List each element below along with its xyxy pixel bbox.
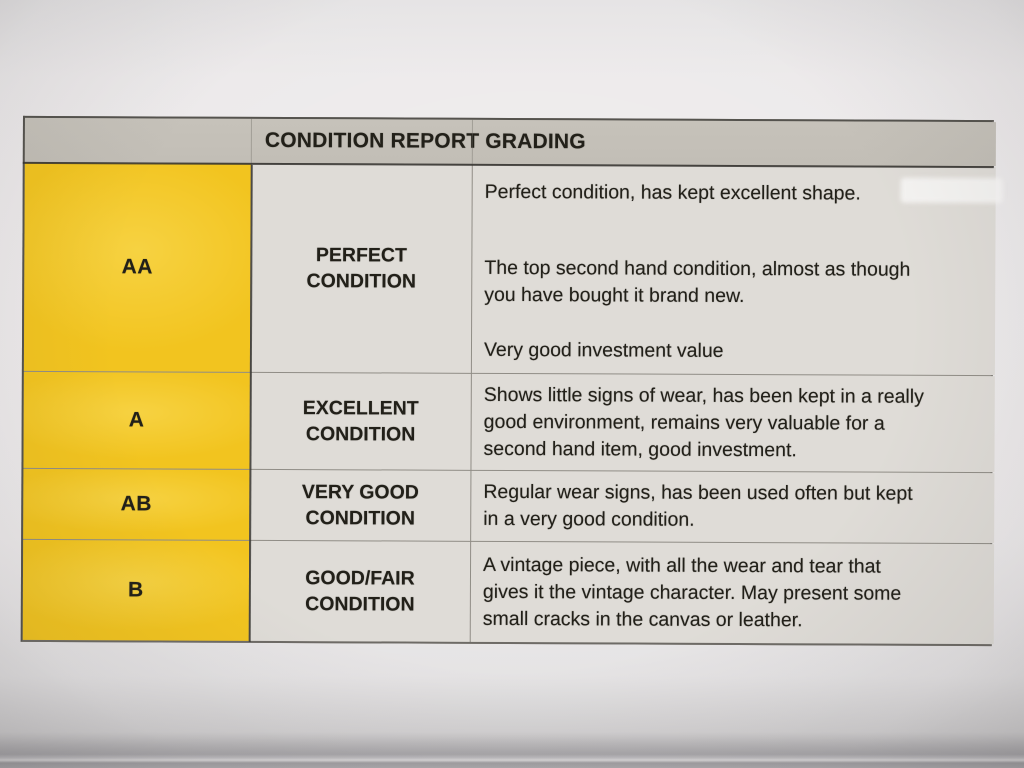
grade-cell-b: B: [22, 539, 250, 641]
description-line: The top second hand condition, almost as…: [484, 256, 911, 281]
condition-name-line: GOOD/FAIR: [305, 567, 415, 590]
paper-bottom-edge: [0, 732, 1024, 768]
grade-cell-ab: AB: [23, 468, 250, 540]
condition-name-cell-aa: PERFECT CONDITION: [250, 163, 472, 373]
description-line: Shows little signs of wear, has been kep…: [483, 383, 924, 408]
header-column-divider: [471, 119, 473, 164]
whiteout-patch: [900, 177, 1003, 204]
description-line: second hand item, good investment.: [483, 437, 797, 461]
condition-name-line: PERFECT: [315, 244, 407, 267]
description-line: good environment, remains very valuable …: [483, 410, 885, 435]
description-line: you have bought it brand new.: [484, 283, 745, 308]
description-line: gives it the vintage character. May pres…: [482, 580, 902, 605]
condition-name-line: CONDITION: [306, 270, 417, 293]
grade-label: A: [128, 408, 145, 432]
condition-name-line: CONDITION: [305, 593, 415, 616]
description-cell-ab: Regular wear signs, has been used often …: [471, 470, 995, 544]
description-line: small cracks in the canvas or leather.: [482, 607, 803, 631]
grade-cell-aa: AA: [23, 162, 251, 372]
grade-label: B: [128, 578, 144, 602]
condition-name-cell-b: GOOD/FAIR CONDITION: [249, 540, 471, 642]
table-header-row: CONDITION REPORT GRADING: [24, 117, 996, 167]
grade-cell-a: A: [23, 371, 250, 469]
description-cell-b: A vintage piece, with all the wear and t…: [470, 541, 995, 645]
condition-name-line: EXCELLENT: [302, 397, 419, 420]
grade-label: AA: [121, 255, 154, 279]
table-grid: CONDITION REPORT GRADING AA PERFECT COND…: [20, 115, 996, 647]
condition-name-line: VERY GOOD: [301, 481, 419, 504]
table-title: CONDITION REPORT GRADING: [264, 128, 586, 154]
grade-label: AB: [120, 492, 153, 516]
condition-grading-table: CONDITION REPORT GRADING AA PERFECT COND…: [20, 115, 1003, 647]
description-line: in a very good condition.: [483, 507, 695, 531]
description-cell-a: Shows little signs of wear, has been kep…: [471, 373, 995, 473]
condition-name-cell-ab: VERY GOOD CONDITION: [250, 469, 471, 541]
description-line: Very good investment value: [483, 338, 724, 362]
description-line: Regular wear signs, has been used often …: [483, 480, 913, 505]
header-column-divider: [250, 118, 252, 163]
description-line: A vintage piece, with all the wear and t…: [482, 553, 881, 578]
condition-name-line: CONDITION: [305, 423, 416, 446]
condition-name-line: CONDITION: [305, 507, 415, 530]
condition-name-cell-a: EXCELLENT CONDITION: [250, 372, 471, 470]
